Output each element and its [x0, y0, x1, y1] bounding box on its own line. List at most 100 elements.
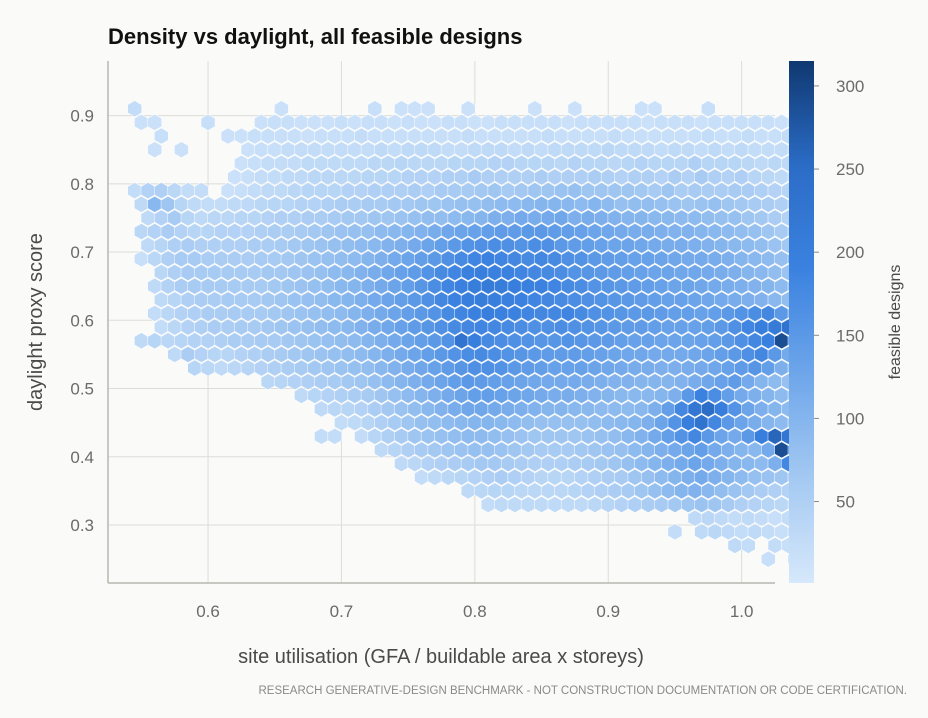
hex-cell [574, 250, 589, 268]
hex-cell [420, 427, 436, 445]
hex-cell [314, 182, 329, 200]
hex-cell [174, 141, 189, 159]
hex-cell [500, 127, 516, 145]
hex-cell [594, 291, 609, 309]
hex-cell [707, 195, 723, 213]
hex-cell [347, 113, 363, 131]
hex-cell [147, 223, 163, 241]
hex-cell [761, 168, 776, 186]
hex-cell [761, 223, 776, 241]
hex-cell [514, 482, 529, 500]
hex-cell [327, 318, 343, 336]
hex-cell [761, 277, 776, 295]
hex-cell [460, 264, 476, 281]
hex-cell [740, 154, 756, 172]
hex-cell [607, 264, 623, 281]
hex-cell [507, 386, 523, 404]
hex-cell [547, 113, 563, 131]
hex-cell [587, 250, 603, 268]
hex-cell [260, 345, 276, 363]
hex-cell [274, 209, 289, 227]
hex-cell [327, 182, 343, 200]
hex-cell [434, 345, 449, 363]
hex-cell [194, 291, 209, 309]
hex-cell [494, 414, 509, 432]
hex-cell [220, 127, 236, 145]
hex-cell [340, 345, 356, 363]
hex-cell [227, 223, 243, 241]
hex-cell [507, 441, 523, 459]
hex-cell [654, 168, 669, 186]
hex-cell [200, 223, 216, 241]
hex-cell [554, 427, 569, 445]
hex-cell [740, 427, 756, 445]
hex-cell [200, 332, 216, 350]
hex-cell [607, 455, 623, 473]
hex-cell [667, 414, 683, 432]
hex-cell [660, 209, 676, 227]
hex-cell [454, 168, 469, 186]
hex-cell [367, 236, 383, 254]
hex-cell [240, 168, 256, 186]
hex-cell [280, 277, 296, 295]
hex-cell [727, 264, 743, 281]
hex-cell [167, 236, 183, 254]
hex-cell [394, 345, 409, 363]
hex-cell [707, 523, 723, 541]
hex-cell [647, 100, 663, 118]
hex-cell [314, 345, 329, 363]
hex-cell [487, 373, 503, 391]
hex-cell [600, 441, 616, 459]
hex-cell [680, 468, 696, 486]
hex-cell [667, 441, 683, 459]
hex-cell [560, 250, 576, 268]
hex-cell [720, 195, 736, 213]
hex-cell [587, 332, 603, 350]
hex-cell [494, 113, 509, 131]
hex-cell [534, 113, 549, 131]
hex-cell [740, 373, 756, 391]
hex-cell [394, 154, 409, 172]
hex-cell [340, 264, 356, 281]
hex-cell [527, 345, 543, 363]
hex-cell [767, 291, 783, 309]
hex-cell [434, 209, 449, 227]
hex-cell [307, 250, 323, 268]
hex-cell [180, 291, 196, 309]
hex-cell [547, 359, 563, 377]
hex-cell [227, 332, 243, 350]
hex-cell [340, 318, 356, 336]
hex-cell [440, 113, 456, 131]
hex-cell [194, 345, 209, 363]
hex-cell [294, 359, 309, 377]
hex-cell [774, 250, 789, 268]
hex-cell [467, 441, 483, 459]
hex-cell [287, 127, 303, 145]
hex-cell [374, 223, 389, 241]
hex-cell [400, 250, 416, 268]
hex-cell [720, 305, 736, 322]
hex-cell [347, 414, 363, 432]
hex-cell [447, 291, 463, 309]
hex-cell [174, 277, 189, 295]
hex-cell [634, 236, 649, 254]
hex-cell [347, 359, 363, 377]
hex-cell [394, 291, 409, 309]
hex-cell [634, 318, 649, 336]
hex-cell [394, 127, 409, 145]
hex-cell [300, 291, 316, 309]
hex-cell [594, 345, 609, 363]
hex-cell [500, 264, 516, 281]
hex-cell [634, 427, 649, 445]
hex-cell [707, 113, 723, 131]
hex-cell [147, 113, 163, 131]
hex-cell [527, 209, 543, 227]
hex-cell [454, 250, 469, 268]
hex-cell [360, 195, 376, 213]
hex-cell [407, 209, 423, 227]
hex-cell [600, 359, 616, 377]
hex-cell [254, 141, 269, 159]
hex-cell [700, 100, 716, 118]
hex-cell [520, 223, 536, 241]
hex-cell [274, 291, 289, 309]
